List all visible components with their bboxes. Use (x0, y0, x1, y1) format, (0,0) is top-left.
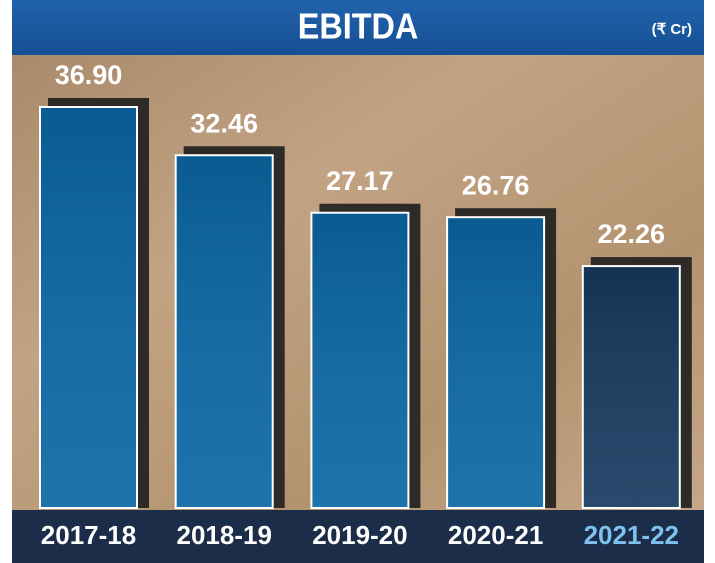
x-tick-label: 2021-22 (584, 520, 679, 550)
x-tick-label: 2020-21 (448, 520, 543, 550)
title-bar (12, 0, 704, 55)
value-label: 27.17 (326, 166, 394, 196)
bars: 36.90 2017-18 32.46 2018-19 27.17 2019-20 26.7… (39, 60, 692, 550)
bar-gloss (448, 218, 544, 508)
value-label: 36.90 (55, 60, 123, 90)
category-band (12, 510, 704, 563)
value-label: 32.46 (190, 108, 258, 138)
unit-label: (₹ Cr) (652, 21, 692, 38)
x-tick-label: 2017-18 (41, 520, 136, 550)
x-tick-label: 2018-19 (176, 520, 271, 550)
x-tick-label: 2019-20 (312, 520, 407, 550)
bar-gloss (583, 267, 679, 507)
value-label: 22.26 (598, 219, 666, 249)
bar-gloss (41, 108, 136, 507)
chart-title: EBITDA (298, 7, 419, 47)
bar-gloss (176, 156, 272, 507)
value-label: 26.76 (462, 170, 530, 200)
bar-gloss (312, 213, 408, 507)
